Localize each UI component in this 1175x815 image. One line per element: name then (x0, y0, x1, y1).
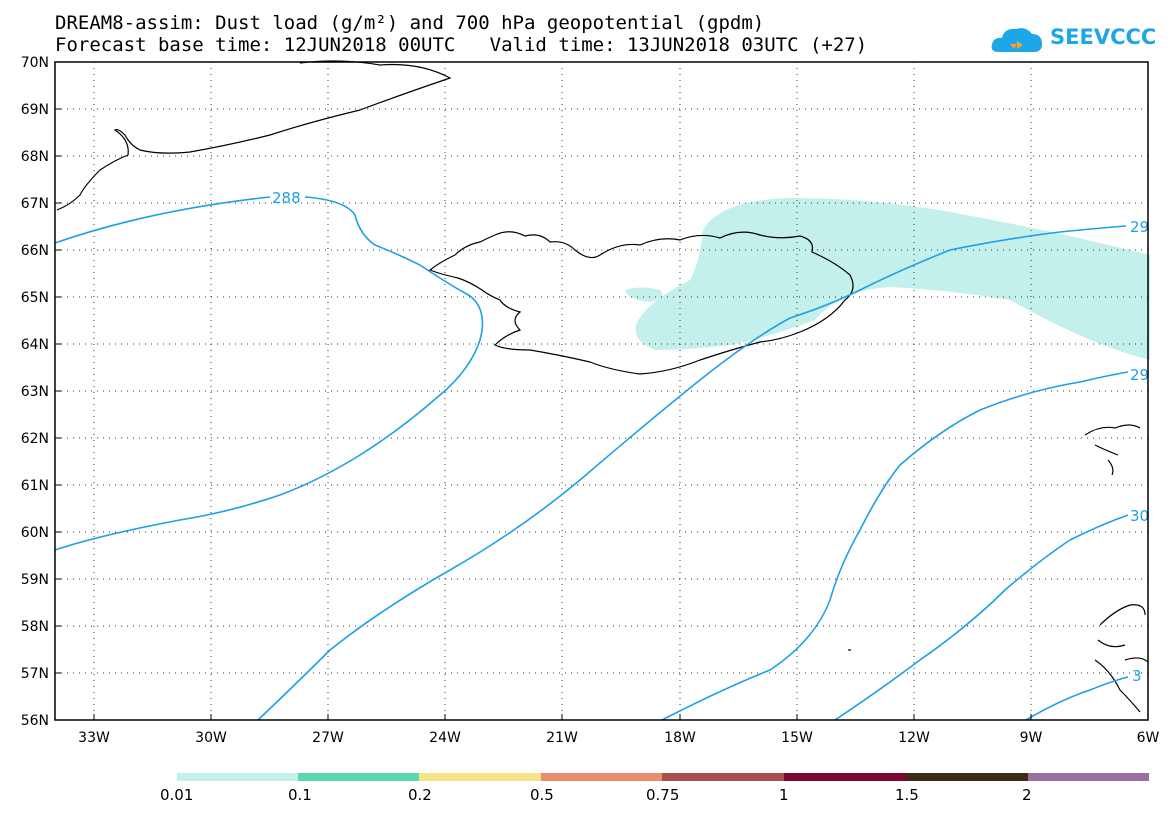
lon-label: 30W (195, 730, 227, 746)
lat-labels: 70N 69N 68N 67N 66N 65N 64N 63N 62N 61N … (21, 55, 49, 729)
colorbar-label: 0.1 (288, 786, 312, 804)
coastline (56, 60, 1149, 713)
cloud-icon (991, 28, 1042, 52)
lon-label: 33W (78, 730, 110, 746)
colorbar-swatch (419, 773, 541, 781)
contour-labels: 288 29 29 30 3 (272, 189, 1149, 685)
map-subtitle: Forecast base time: 12JUN2018 00UTC Vali… (55, 34, 868, 56)
lat-label: 61N (21, 478, 49, 494)
lat-label: 60N (21, 525, 49, 541)
lat-label: 67N (21, 196, 49, 212)
colorbar-swatch (298, 773, 419, 781)
contour-label: 288 (272, 189, 301, 207)
graticule (55, 62, 1148, 720)
colorbar-swatch (784, 773, 906, 781)
lat-label: 69N (21, 102, 49, 118)
lat-label: 56N (21, 713, 49, 729)
lat-label: 57N (21, 666, 49, 682)
lat-label: 66N (21, 243, 49, 259)
lat-label: 65N (21, 290, 49, 306)
lat-label: 63N (21, 384, 49, 400)
colorbar-swatch (177, 773, 298, 781)
contour-label: 3 (1132, 667, 1142, 685)
lat-label: 59N (21, 572, 49, 588)
dust-area (635, 198, 1150, 360)
lat-label: 70N (21, 55, 49, 71)
colorbar-swatch (1028, 773, 1149, 781)
colorbar-swatch (541, 773, 662, 781)
geopotential-contours (54, 196, 1129, 721)
contour-label: 29 (1130, 366, 1149, 384)
colorbar-label: 2 (1022, 786, 1032, 804)
colorbar-label: 0.5 (530, 786, 554, 804)
colorbar-label: 1 (779, 786, 789, 804)
lon-label: 24W (429, 730, 461, 746)
lon-label: 12W (898, 730, 930, 746)
dust-patch (625, 287, 663, 302)
lon-label: 6W (1137, 730, 1160, 746)
lon-label: 27W (312, 730, 344, 746)
contour-label: 29 (1130, 218, 1149, 236)
lon-labels: 33W 30W 27W 24W 21W 18W 15W 12W 9W 6W (78, 730, 1159, 746)
lat-label: 58N (21, 619, 49, 635)
colorbar-swatch (906, 773, 1028, 781)
lat-label: 68N (21, 149, 49, 165)
colorbar-label: 0.2 (408, 786, 432, 804)
colorbar-label: 0.01 (160, 786, 194, 804)
lat-label: 62N (21, 431, 49, 447)
lon-label: 18W (664, 730, 696, 746)
map-title: DREAM8-assim: Dust load (g/m²) and 700 h… (55, 12, 765, 34)
logo-text: SEEVCCC (1050, 25, 1157, 49)
contour-label: 30 (1130, 507, 1149, 525)
lon-label: 15W (781, 730, 813, 746)
lon-label: 9W (1020, 730, 1043, 746)
colorbar-label: 1.5 (895, 786, 919, 804)
colorbar-swatch (662, 773, 784, 781)
colorbar-label: 0.75 (646, 786, 680, 804)
axis-ticks (55, 108, 1032, 720)
lon-label: 21W (546, 730, 578, 746)
lat-label: 64N (21, 337, 49, 353)
